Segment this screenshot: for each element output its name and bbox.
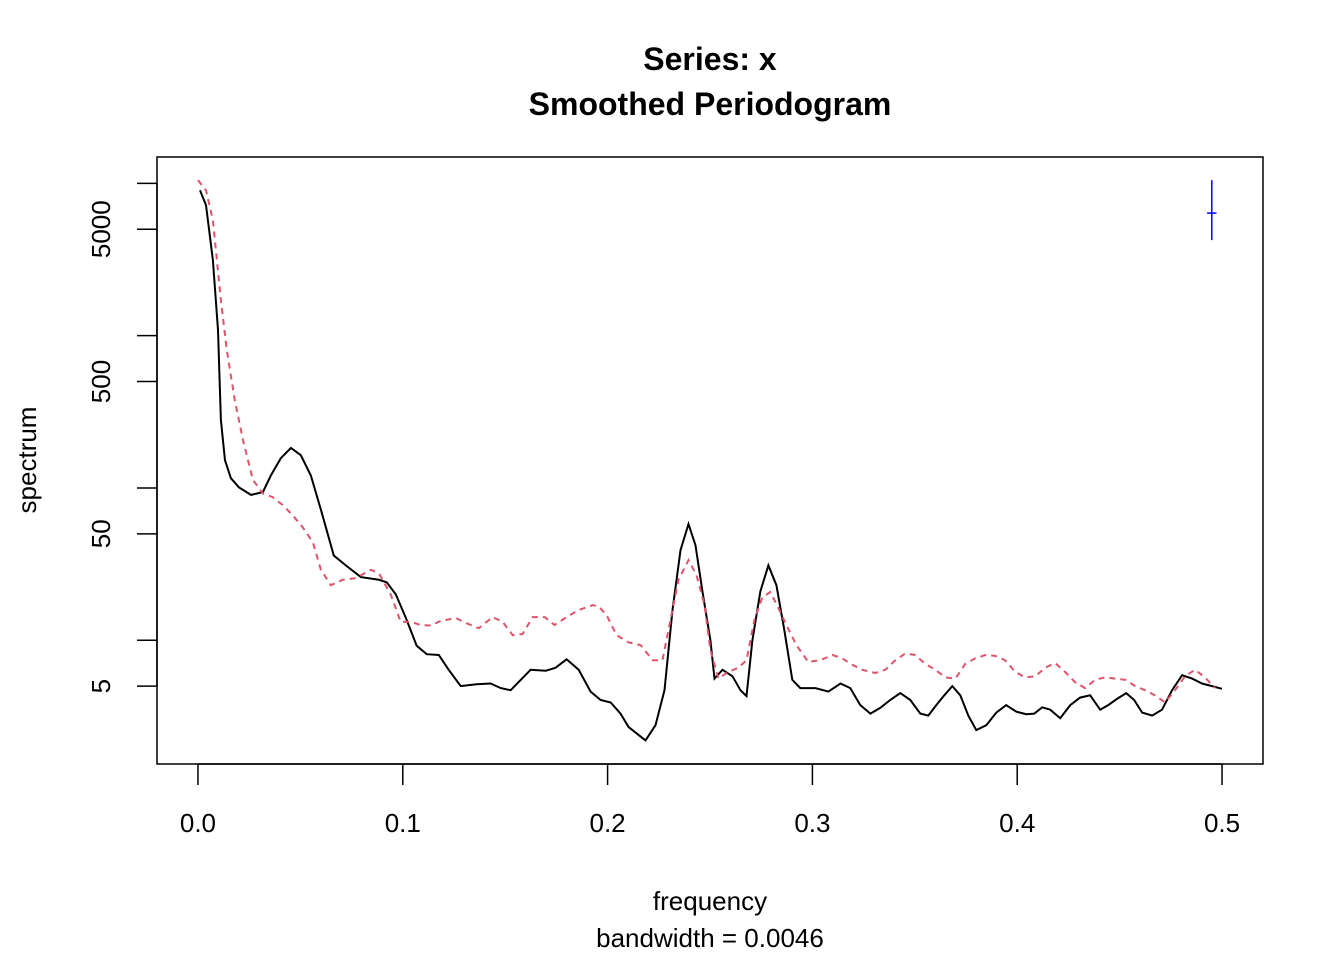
y-tick-label: 500 (86, 360, 116, 403)
x-axis-sublabel: bandwidth = 0.0046 (596, 923, 824, 953)
x-tick-label: 0.1 (385, 808, 421, 838)
y-tick-label: 5 (86, 679, 116, 693)
x-tick-label: 0.4 (999, 808, 1035, 838)
x-tick-label: 0.2 (590, 808, 626, 838)
y-tick-label: 5000 (86, 200, 116, 258)
chart-title: Series: x (643, 41, 777, 77)
y-tick-label: 50 (86, 519, 116, 548)
x-tick-label: 0.5 (1204, 808, 1240, 838)
series-line (197, 179, 1216, 704)
plot-frame (156, 156, 1264, 765)
series-line (199, 189, 1223, 742)
chart-subtitle: Smoothed Periodogram (529, 86, 892, 122)
x-tick-label: 0.3 (794, 808, 830, 838)
x-axis-label: frequency (653, 886, 767, 916)
x-tick-label: 0.0 (180, 808, 216, 838)
y-axis-label: spectrum (12, 407, 42, 514)
